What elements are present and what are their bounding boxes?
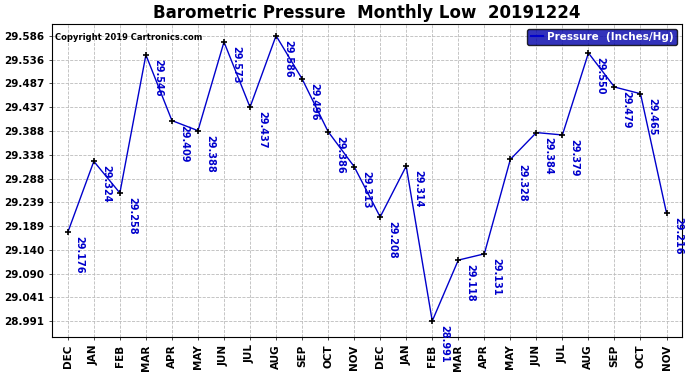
Text: 29.324: 29.324	[101, 165, 111, 203]
Text: 29.313: 29.313	[361, 171, 371, 208]
Text: 29.573: 29.573	[231, 46, 241, 84]
Text: 29.314: 29.314	[413, 170, 423, 208]
Title: Barometric Pressure  Monthly Low  20191224: Barometric Pressure Monthly Low 20191224	[153, 4, 581, 22]
Text: 29.328: 29.328	[518, 164, 527, 201]
Text: 29.208: 29.208	[387, 221, 397, 259]
Text: 28.991: 28.991	[440, 325, 449, 363]
Text: Copyright 2019 Cartronics.com: Copyright 2019 Cartronics.com	[55, 33, 203, 42]
Text: 29.216: 29.216	[673, 217, 684, 255]
Text: 29.386: 29.386	[335, 136, 345, 173]
Text: 29.437: 29.437	[257, 111, 267, 149]
Legend: Pressure  (Inches/Hg): Pressure (Inches/Hg)	[527, 29, 677, 45]
Text: 29.479: 29.479	[622, 91, 631, 129]
Text: 29.118: 29.118	[465, 264, 475, 302]
Text: 29.388: 29.388	[205, 135, 215, 172]
Text: 29.550: 29.550	[595, 57, 605, 94]
Text: 29.465: 29.465	[647, 98, 658, 135]
Text: 29.176: 29.176	[75, 237, 85, 274]
Text: 29.379: 29.379	[569, 139, 580, 177]
Text: 29.131: 29.131	[491, 258, 501, 296]
Text: 29.409: 29.409	[179, 125, 189, 162]
Text: 29.586: 29.586	[283, 40, 293, 78]
Text: 29.384: 29.384	[543, 137, 553, 174]
Text: 29.258: 29.258	[127, 197, 137, 235]
Text: 29.546: 29.546	[153, 59, 163, 96]
Text: 29.496: 29.496	[309, 83, 319, 120]
